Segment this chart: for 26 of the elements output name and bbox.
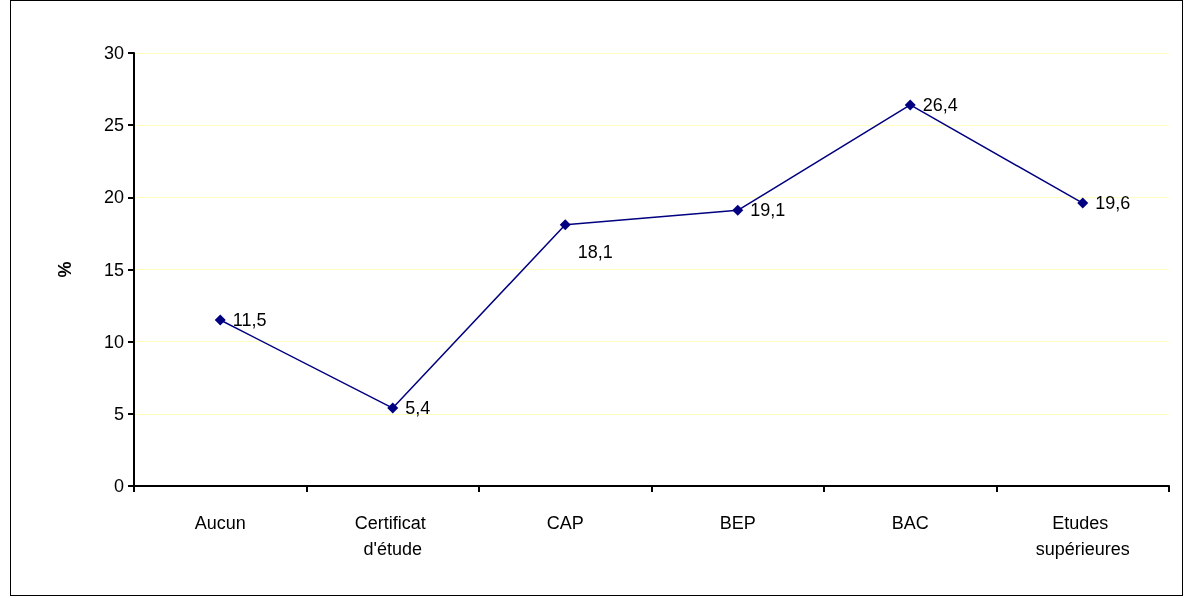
y-tick-label: 20 bbox=[103, 187, 124, 208]
x-tick-label: BAC bbox=[891, 513, 929, 533]
point bbox=[214, 314, 226, 326]
point bbox=[387, 402, 399, 414]
data-label: 19,1 bbox=[750, 200, 786, 221]
data-label: 19,6 bbox=[1095, 193, 1131, 214]
point bbox=[559, 219, 571, 231]
data-label: 11,5 bbox=[232, 310, 267, 331]
data-label: 5,4 bbox=[405, 398, 431, 419]
point bbox=[1077, 197, 1089, 209]
x-tick-label: CAP bbox=[546, 513, 584, 533]
x-tick-label: Etudes supérieures bbox=[1035, 513, 1130, 559]
y-tick-label: 15 bbox=[103, 259, 124, 280]
x-tick-label: BEP bbox=[719, 513, 756, 533]
x-tick-label: Certificat d'étude bbox=[354, 513, 431, 559]
point bbox=[732, 204, 744, 216]
data-label: 18,1 bbox=[577, 242, 613, 263]
y-tick-label: 30 bbox=[103, 43, 124, 63]
point bbox=[904, 99, 916, 111]
y-tick-label: 10 bbox=[103, 331, 124, 352]
y-tick-label: 0 bbox=[113, 476, 124, 496]
data-label: 26,4 bbox=[922, 94, 958, 115]
y-tick-label: 5 bbox=[113, 403, 124, 424]
y-tick-label: 25 bbox=[103, 115, 124, 136]
y-axis-title: % bbox=[55, 261, 75, 278]
x-tick-label: Aucun bbox=[194, 513, 246, 533]
